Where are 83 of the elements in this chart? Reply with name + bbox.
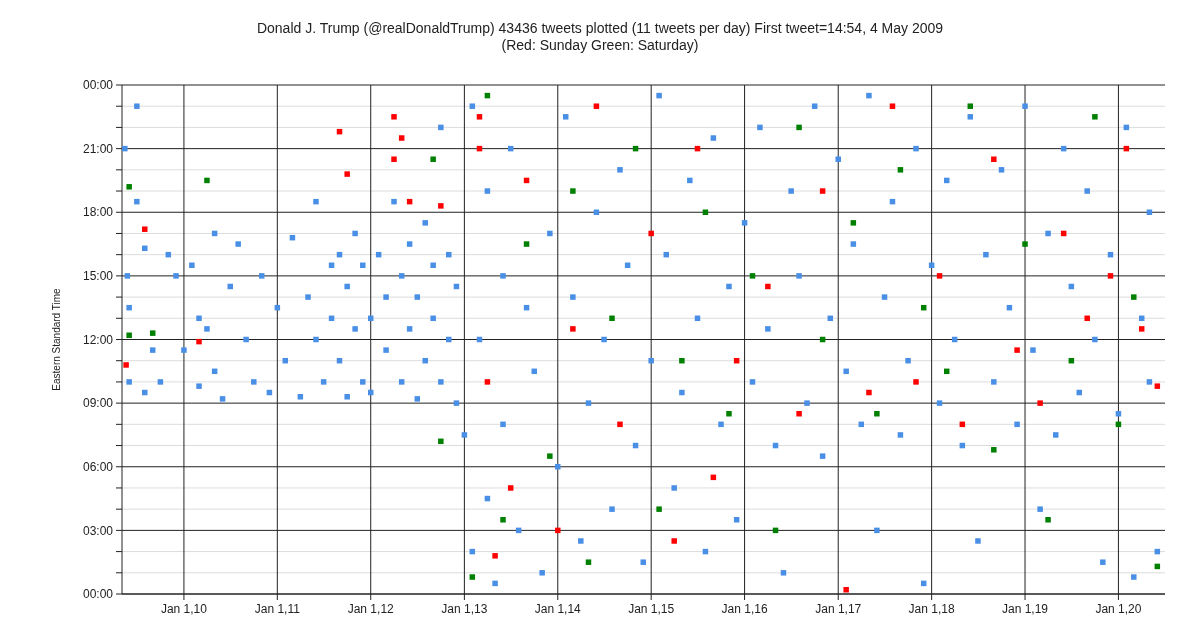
point [555,527,561,534]
point [1037,400,1043,406]
point [126,332,132,339]
point [438,203,444,209]
point [648,230,654,237]
chart-title: Donald J. Trump (@realDonaldTrump) 43436 tweets plotted (11 tweets per day) First tweet=14:54, 4 May 2009 [256,20,944,36]
point [126,184,132,190]
point [1045,517,1051,523]
y-axis-title: Eastern Standard Time [51,287,62,391]
point [866,389,872,396]
point [913,379,919,385]
y-tick-label: 06:00 [82,459,114,474]
point [749,273,756,279]
point [1138,326,1145,332]
point [874,410,880,417]
point [547,453,553,459]
point [438,438,444,445]
y-tick-label: 03:00 [82,523,114,538]
point [726,410,732,417]
x-tick-label: Jan 1,10 [160,602,208,616]
point [476,114,483,120]
point [889,103,896,109]
point [204,177,210,184]
x-tick-label: Jan 1,18 [908,602,955,616]
point [819,188,826,194]
point [796,124,802,131]
chart-subtitle: (Red: Sunday Green: Saturday) [501,37,699,53]
point [765,283,771,290]
point [991,447,997,453]
y-tick-label: 00:00 [82,78,114,93]
point [398,135,405,141]
x-tick-label: Jan 1,15 [628,602,675,616]
point [617,421,623,428]
point [500,517,506,523]
point [570,326,576,332]
point [469,574,476,580]
point [1022,241,1028,247]
y-tick-label: 12:00 [82,332,114,347]
point [609,315,615,322]
point [492,553,498,559]
point [585,559,592,565]
point [1092,114,1098,120]
x-tick-label: Jan 1,16 [721,602,768,616]
point [796,410,802,417]
point [671,538,677,544]
x-tick-label: Jan 1,14 [534,602,582,616]
point [936,273,943,279]
point [1154,383,1161,389]
y-tick-label: 15:00 [82,269,114,284]
point [391,156,397,162]
point [593,103,600,109]
point [1131,294,1137,300]
point [484,379,491,385]
point [344,171,350,177]
point [1084,315,1090,322]
x-tick-label: Jan 1,20 [1095,602,1142,616]
y-tick-label: 00:00 [82,587,114,602]
y-tick-label: 09:00 [82,396,114,411]
point [523,241,530,247]
point [430,156,436,162]
point [1107,273,1114,279]
point [897,167,904,173]
point [967,103,974,109]
point [843,587,849,593]
point [149,330,156,336]
y-tick-label: 21:00 [82,141,114,156]
point [850,220,857,226]
point [196,338,202,345]
y-tick-label: 18:00 [82,205,114,220]
point [391,114,397,120]
x-tick-label: Jan 1,13 [441,602,488,616]
x-tick-label: Jan 1,17 [815,602,862,616]
x-tick-label: Jan 1,11 [254,602,301,616]
point [507,485,514,491]
point [123,362,129,368]
point [142,226,148,232]
point [656,506,662,512]
x-tick-label: Jan 1,19 [1002,602,1049,616]
point [991,156,997,162]
x-tick-label: Jan 1,12 [347,602,395,616]
point [1014,347,1020,353]
point [679,357,685,364]
point [570,188,576,194]
